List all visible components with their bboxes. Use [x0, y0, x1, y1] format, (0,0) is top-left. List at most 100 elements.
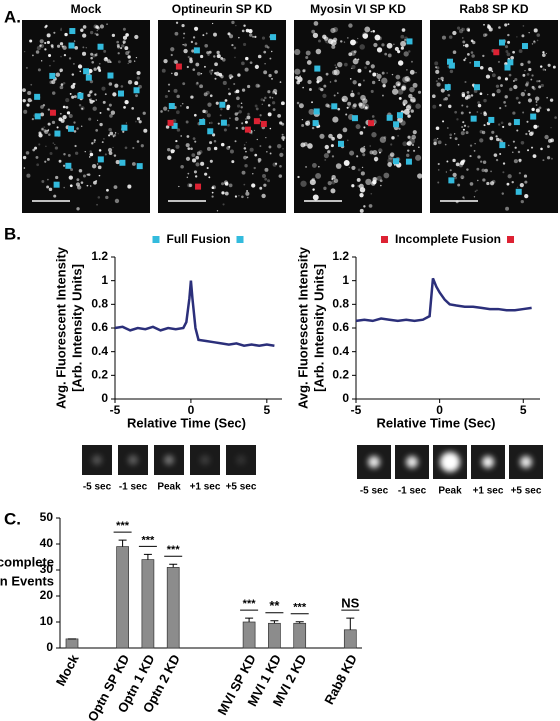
vesicle	[246, 156, 249, 159]
vesicle	[400, 46, 404, 50]
vesicle	[271, 90, 276, 94]
vesicle	[267, 46, 270, 49]
vesicle	[520, 141, 525, 145]
vesicle	[465, 131, 469, 135]
vesicle	[381, 94, 384, 97]
vesicle	[542, 68, 546, 71]
vesicle	[121, 44, 125, 48]
y-axis-label: [Arb. Intensity Units]	[69, 264, 84, 392]
vesicle	[357, 37, 359, 40]
vesicle	[401, 85, 407, 91]
vesicle	[403, 108, 410, 115]
vesicle	[193, 26, 199, 31]
vesicle	[73, 121, 76, 124]
vesicle	[195, 162, 200, 167]
vesicle	[269, 152, 272, 155]
significance-label: NS	[341, 596, 359, 611]
vesicle	[135, 57, 138, 59]
vesicle	[184, 43, 187, 47]
fusion-marker	[207, 128, 214, 135]
vesicle	[521, 34, 525, 38]
fusion-marker	[97, 43, 104, 50]
error-bar	[143, 553, 152, 560]
vesicle	[108, 134, 111, 137]
vesicle	[436, 82, 441, 87]
thumbnail-spot	[128, 455, 138, 465]
vesicle	[387, 157, 394, 164]
vesicle	[534, 96, 540, 101]
vesicle	[227, 32, 231, 36]
vesicle	[105, 195, 109, 200]
vesicle	[237, 111, 240, 114]
vesicle	[379, 179, 383, 183]
vesicle	[457, 143, 460, 146]
vesicle	[518, 101, 521, 104]
vesicle	[192, 137, 196, 140]
x-tick-label: 5	[263, 403, 270, 417]
vesicle	[391, 88, 399, 95]
vesicle	[491, 179, 496, 184]
vesicle	[241, 61, 245, 66]
vesicle	[175, 139, 178, 143]
vesicle	[241, 29, 245, 33]
vesicle	[267, 104, 271, 107]
vesicle	[235, 89, 240, 94]
y-tick-label: 1	[342, 273, 349, 287]
vesicle	[62, 105, 66, 109]
vesicle	[209, 159, 213, 163]
micrograph	[22, 20, 150, 213]
error-bar	[270, 620, 279, 624]
vesicle	[208, 50, 212, 54]
fusion-marker	[77, 92, 84, 99]
vesicle	[444, 97, 448, 101]
vesicle	[208, 176, 211, 179]
vesicle	[104, 153, 107, 156]
vesicle	[22, 155, 27, 160]
fusion-marker	[396, 112, 403, 119]
vesicle	[216, 54, 221, 59]
vesicle	[491, 93, 496, 97]
y-axis-label: Avg. Fluorescent Intensity	[53, 246, 68, 409]
vesicle	[272, 162, 277, 167]
vesicle	[546, 96, 548, 99]
fusion-marker	[405, 158, 412, 165]
panel-label: B.	[4, 224, 21, 243]
vesicle	[537, 125, 540, 128]
vesicle	[76, 127, 79, 130]
vesicle	[498, 123, 501, 126]
vesicle	[81, 51, 87, 56]
vesicle	[74, 144, 77, 148]
vesicle	[81, 107, 84, 110]
vesicle	[211, 191, 214, 194]
thumbnail-spot	[406, 456, 418, 468]
vesicle	[170, 47, 175, 52]
vesicle	[381, 71, 385, 75]
vesicle	[403, 103, 406, 106]
vesicle	[70, 84, 76, 89]
vesicle	[457, 183, 461, 187]
vesicle	[393, 85, 396, 89]
vesicle	[302, 69, 306, 73]
vesicle	[206, 51, 210, 55]
vesicle	[496, 88, 501, 94]
fusion-marker	[175, 63, 182, 70]
vesicle	[495, 135, 498, 138]
vesicle	[196, 71, 201, 76]
vesicle	[51, 120, 56, 124]
vesicle	[220, 142, 225, 147]
vesicle	[96, 29, 99, 32]
vesicle	[60, 27, 62, 30]
thumbnail-label: +1 sec	[190, 482, 221, 493]
vesicle	[449, 133, 453, 137]
vesicle	[223, 128, 227, 132]
y-axis-label: [Arb. Intensity Units]	[311, 264, 326, 392]
fusion-marker	[193, 47, 200, 54]
vesicle	[353, 50, 357, 54]
vesicle	[63, 153, 66, 156]
vesicle	[45, 24, 48, 28]
vesicle	[461, 126, 464, 129]
vesicle	[23, 109, 28, 114]
vesicle	[415, 154, 422, 161]
fusion-marker	[49, 72, 56, 79]
vesicle	[474, 142, 476, 145]
